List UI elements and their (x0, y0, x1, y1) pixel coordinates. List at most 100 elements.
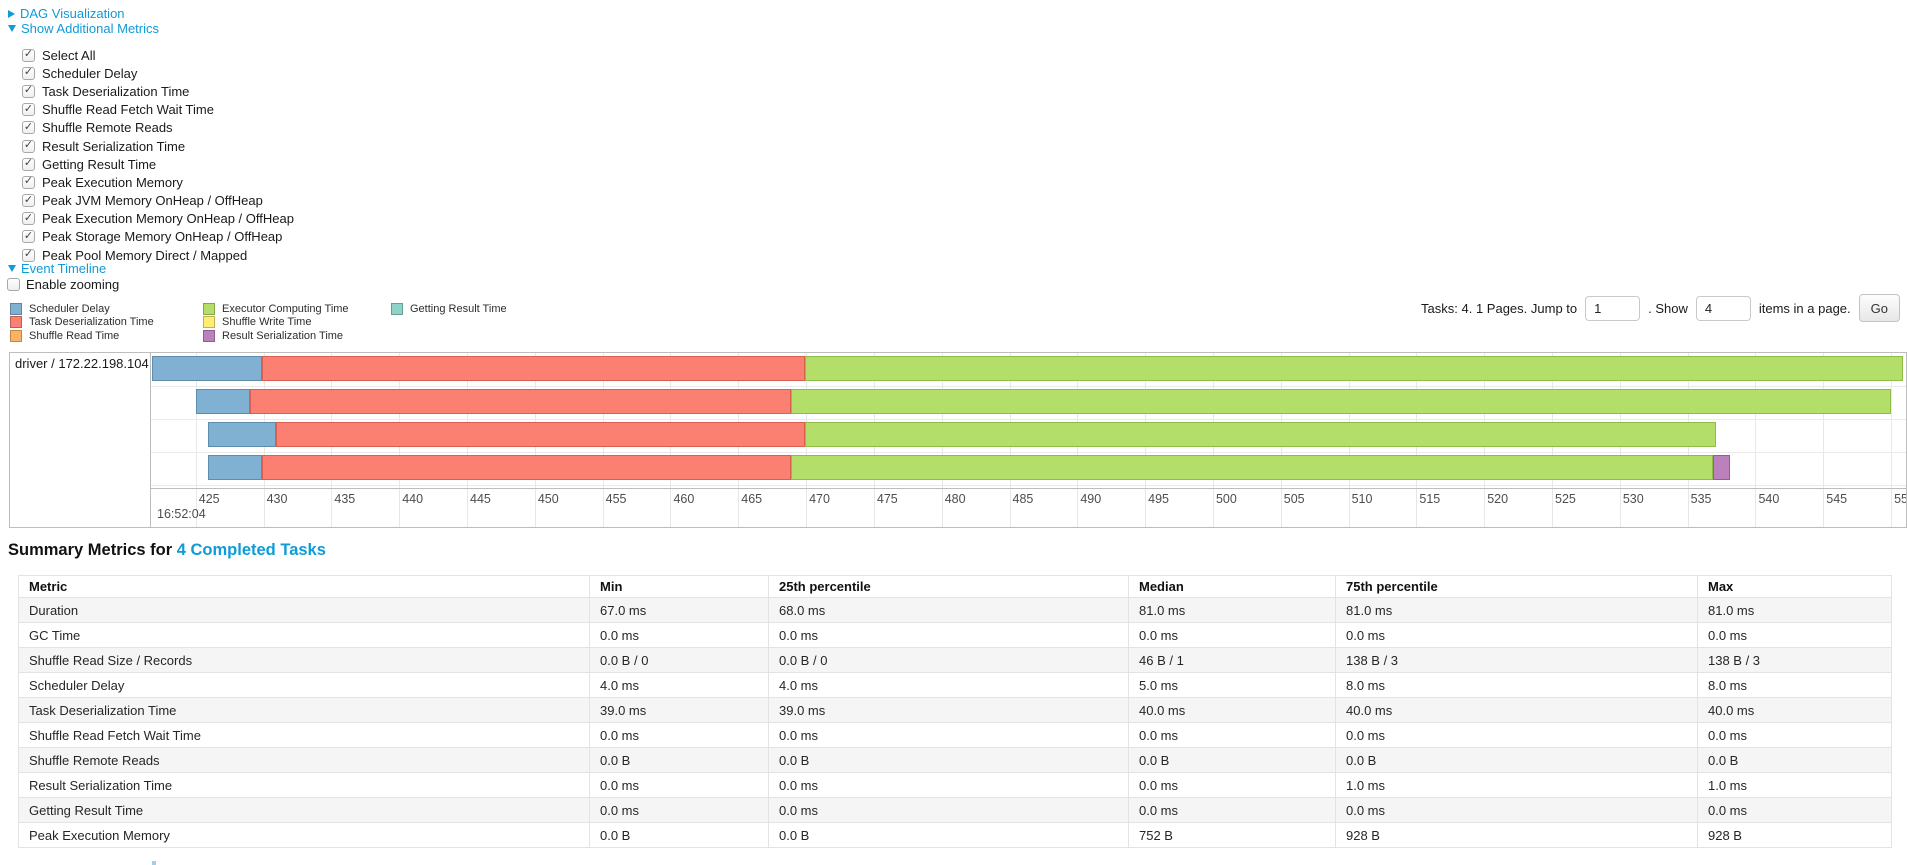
table-header-row: Metric Min 25th percentile Median 75th perce… (18, 575, 1892, 598)
show-additional-metrics-toggle[interactable]: Show Additional Metrics (8, 21, 159, 36)
metric-checkbox[interactable] (22, 103, 35, 117)
executor-group-label: driver / 172.22.198.104 (10, 353, 151, 527)
event-timeline-toggle[interactable]: Event Timeline (8, 261, 106, 276)
legend-item-label: Shuffle Read Time (29, 329, 120, 342)
metric-list-item: Task Deserialization Time (22, 82, 294, 100)
gridline (1484, 489, 1486, 527)
metric-checkbox[interactable] (22, 248, 35, 262)
gridline (331, 489, 333, 527)
summary-value-cell: 40.0 ms (1128, 697, 1336, 723)
gridline (873, 489, 875, 527)
summary-value-cell: 0.0 ms (1128, 722, 1336, 748)
metric-list-item: Shuffle Read Fetch Wait Time (22, 101, 294, 119)
timeline-bar-segment-scheduler-delay[interactable] (207, 422, 276, 447)
timeline-bar-segment-executor-computing[interactable] (791, 455, 1714, 480)
legend-item-label: Scheduler Delay (29, 302, 110, 315)
legend-color-swatch (10, 316, 22, 329)
metric-checkbox[interactable] (22, 157, 35, 171)
summary-value-cell: 0.0 B / 0 (589, 647, 769, 673)
timeline-bar-segment-scheduler-delay[interactable] (207, 455, 263, 480)
jump-to-page-input[interactable] (1585, 295, 1641, 321)
summary-value-cell: 8.0 ms (1697, 672, 1892, 698)
gridline (1619, 353, 1621, 488)
summary-column-header: Median (1128, 575, 1336, 598)
summary-column-header: Max (1697, 575, 1892, 598)
gridline (1145, 489, 1147, 527)
axis-tick-label: 450 (537, 492, 559, 506)
go-button[interactable]: Go (1858, 294, 1900, 322)
legend-item-label: Result Serialization Time (222, 329, 344, 342)
gridline (1280, 353, 1282, 488)
summary-value-cell: 5.0 ms (1128, 672, 1336, 698)
legend-color-swatch (203, 329, 215, 342)
metric-name-cell: Scheduler Delay (18, 672, 590, 698)
metric-checkbox[interactable] (22, 230, 35, 244)
timeline-bar-segment-result-serialization[interactable] (1713, 455, 1730, 480)
axis-tick-label: 525 (1555, 492, 1576, 506)
additional-metrics-list: Select All Scheduler Delay Task Deserializ… (22, 46, 294, 264)
timeline-bar-segment-executor-computing[interactable] (804, 356, 1904, 381)
gridline (1009, 489, 1011, 527)
timeline-bar-segment-task-deserialization[interactable] (275, 422, 805, 447)
metric-checkbox[interactable] (22, 66, 35, 80)
summary-value-cell: 81.0 ms (1335, 597, 1698, 623)
metric-list-item: Peak Pool Memory Direct / Mapped (22, 246, 294, 264)
metric-list-item: Peak Execution Memory OnHeap / OffHeap (22, 210, 294, 228)
metric-checkbox[interactable] (22, 212, 35, 226)
gridline (1212, 353, 1214, 488)
axis-tick-label: 475 (876, 492, 898, 506)
clipped-next-section (152, 861, 156, 865)
gridline (534, 489, 536, 527)
timeline-bar-segment-scheduler-delay[interactable] (195, 389, 250, 414)
enable-zooming-row: Enable zooming (7, 277, 119, 292)
summary-value-cell: 81.0 ms (1697, 597, 1892, 623)
summary-value-cell: 0.0 ms (589, 797, 769, 823)
enable-zooming-label: Enable zooming (26, 277, 120, 292)
summary-value-cell: 40.0 ms (1697, 697, 1892, 723)
legend-color-swatch (10, 329, 22, 342)
timeline-bar-segment-task-deserialization[interactable] (262, 455, 792, 480)
table-row: GC Time 0.0 ms 0.0 ms 0.0 ms 0.0 ms 0.0 ms (18, 622, 1892, 648)
metric-checkbox-label: Getting Result Time (42, 156, 157, 172)
summary-value-cell: 1.0 ms (1335, 772, 1698, 798)
summary-column-header: 75th percentile (1335, 575, 1698, 598)
gridline (806, 489, 808, 527)
axis-tick-label: 455 (605, 492, 627, 506)
summary-title-prefix: Summary Metrics for (8, 541, 177, 559)
legend-item: Result Serialization Time (203, 329, 343, 342)
enable-zooming-checkbox[interactable] (7, 278, 20, 291)
timeline-bar-segment-executor-computing[interactable] (791, 389, 1892, 414)
page-size-input[interactable] (1695, 295, 1751, 321)
metric-checkbox[interactable] (22, 48, 35, 62)
summary-value-cell: 67.0 ms (589, 597, 769, 623)
metric-checkbox-label: Peak Pool Memory Direct / Mapped (42, 247, 248, 263)
metric-checkbox[interactable] (22, 175, 35, 189)
metric-name-cell: Shuffle Read Fetch Wait Time (18, 722, 590, 748)
gridline (1755, 353, 1757, 488)
metric-checkbox-label: Scheduler Delay (42, 65, 138, 81)
axis-tick-label: 435 (334, 492, 356, 506)
row-separator (151, 419, 1906, 420)
gridline (1619, 489, 1621, 527)
gridline (399, 353, 401, 488)
summary-value-cell: 68.0 ms (768, 597, 1129, 623)
timeline-bar-segment-task-deserialization[interactable] (250, 389, 792, 414)
timeline-bar-segment-scheduler-delay[interactable] (152, 356, 263, 381)
metric-name-cell: Peak Execution Memory (18, 822, 590, 848)
gridline (1416, 353, 1418, 488)
metric-checkbox[interactable] (22, 194, 35, 208)
metric-checkbox[interactable] (22, 139, 35, 153)
gridline (195, 353, 197, 488)
metric-checkbox-label: Task Deserialization Time (42, 83, 190, 99)
metric-checkbox[interactable] (22, 121, 35, 135)
gridline (263, 353, 265, 488)
metric-checkbox[interactable] (22, 84, 35, 98)
gridline (1009, 353, 1011, 488)
dag-visualization-toggle[interactable]: DAG Visualization (8, 6, 125, 21)
timeline-plot-area (151, 353, 1906, 488)
timeline-bar-segment-executor-computing[interactable] (804, 422, 1717, 447)
legend-item-label: Getting Result Time (410, 302, 507, 315)
summary-value-cell: 0.0 ms (589, 722, 769, 748)
timeline-bar-segment-task-deserialization[interactable] (262, 356, 805, 381)
completed-tasks-link[interactable]: 4 Completed Tasks (176, 541, 326, 559)
